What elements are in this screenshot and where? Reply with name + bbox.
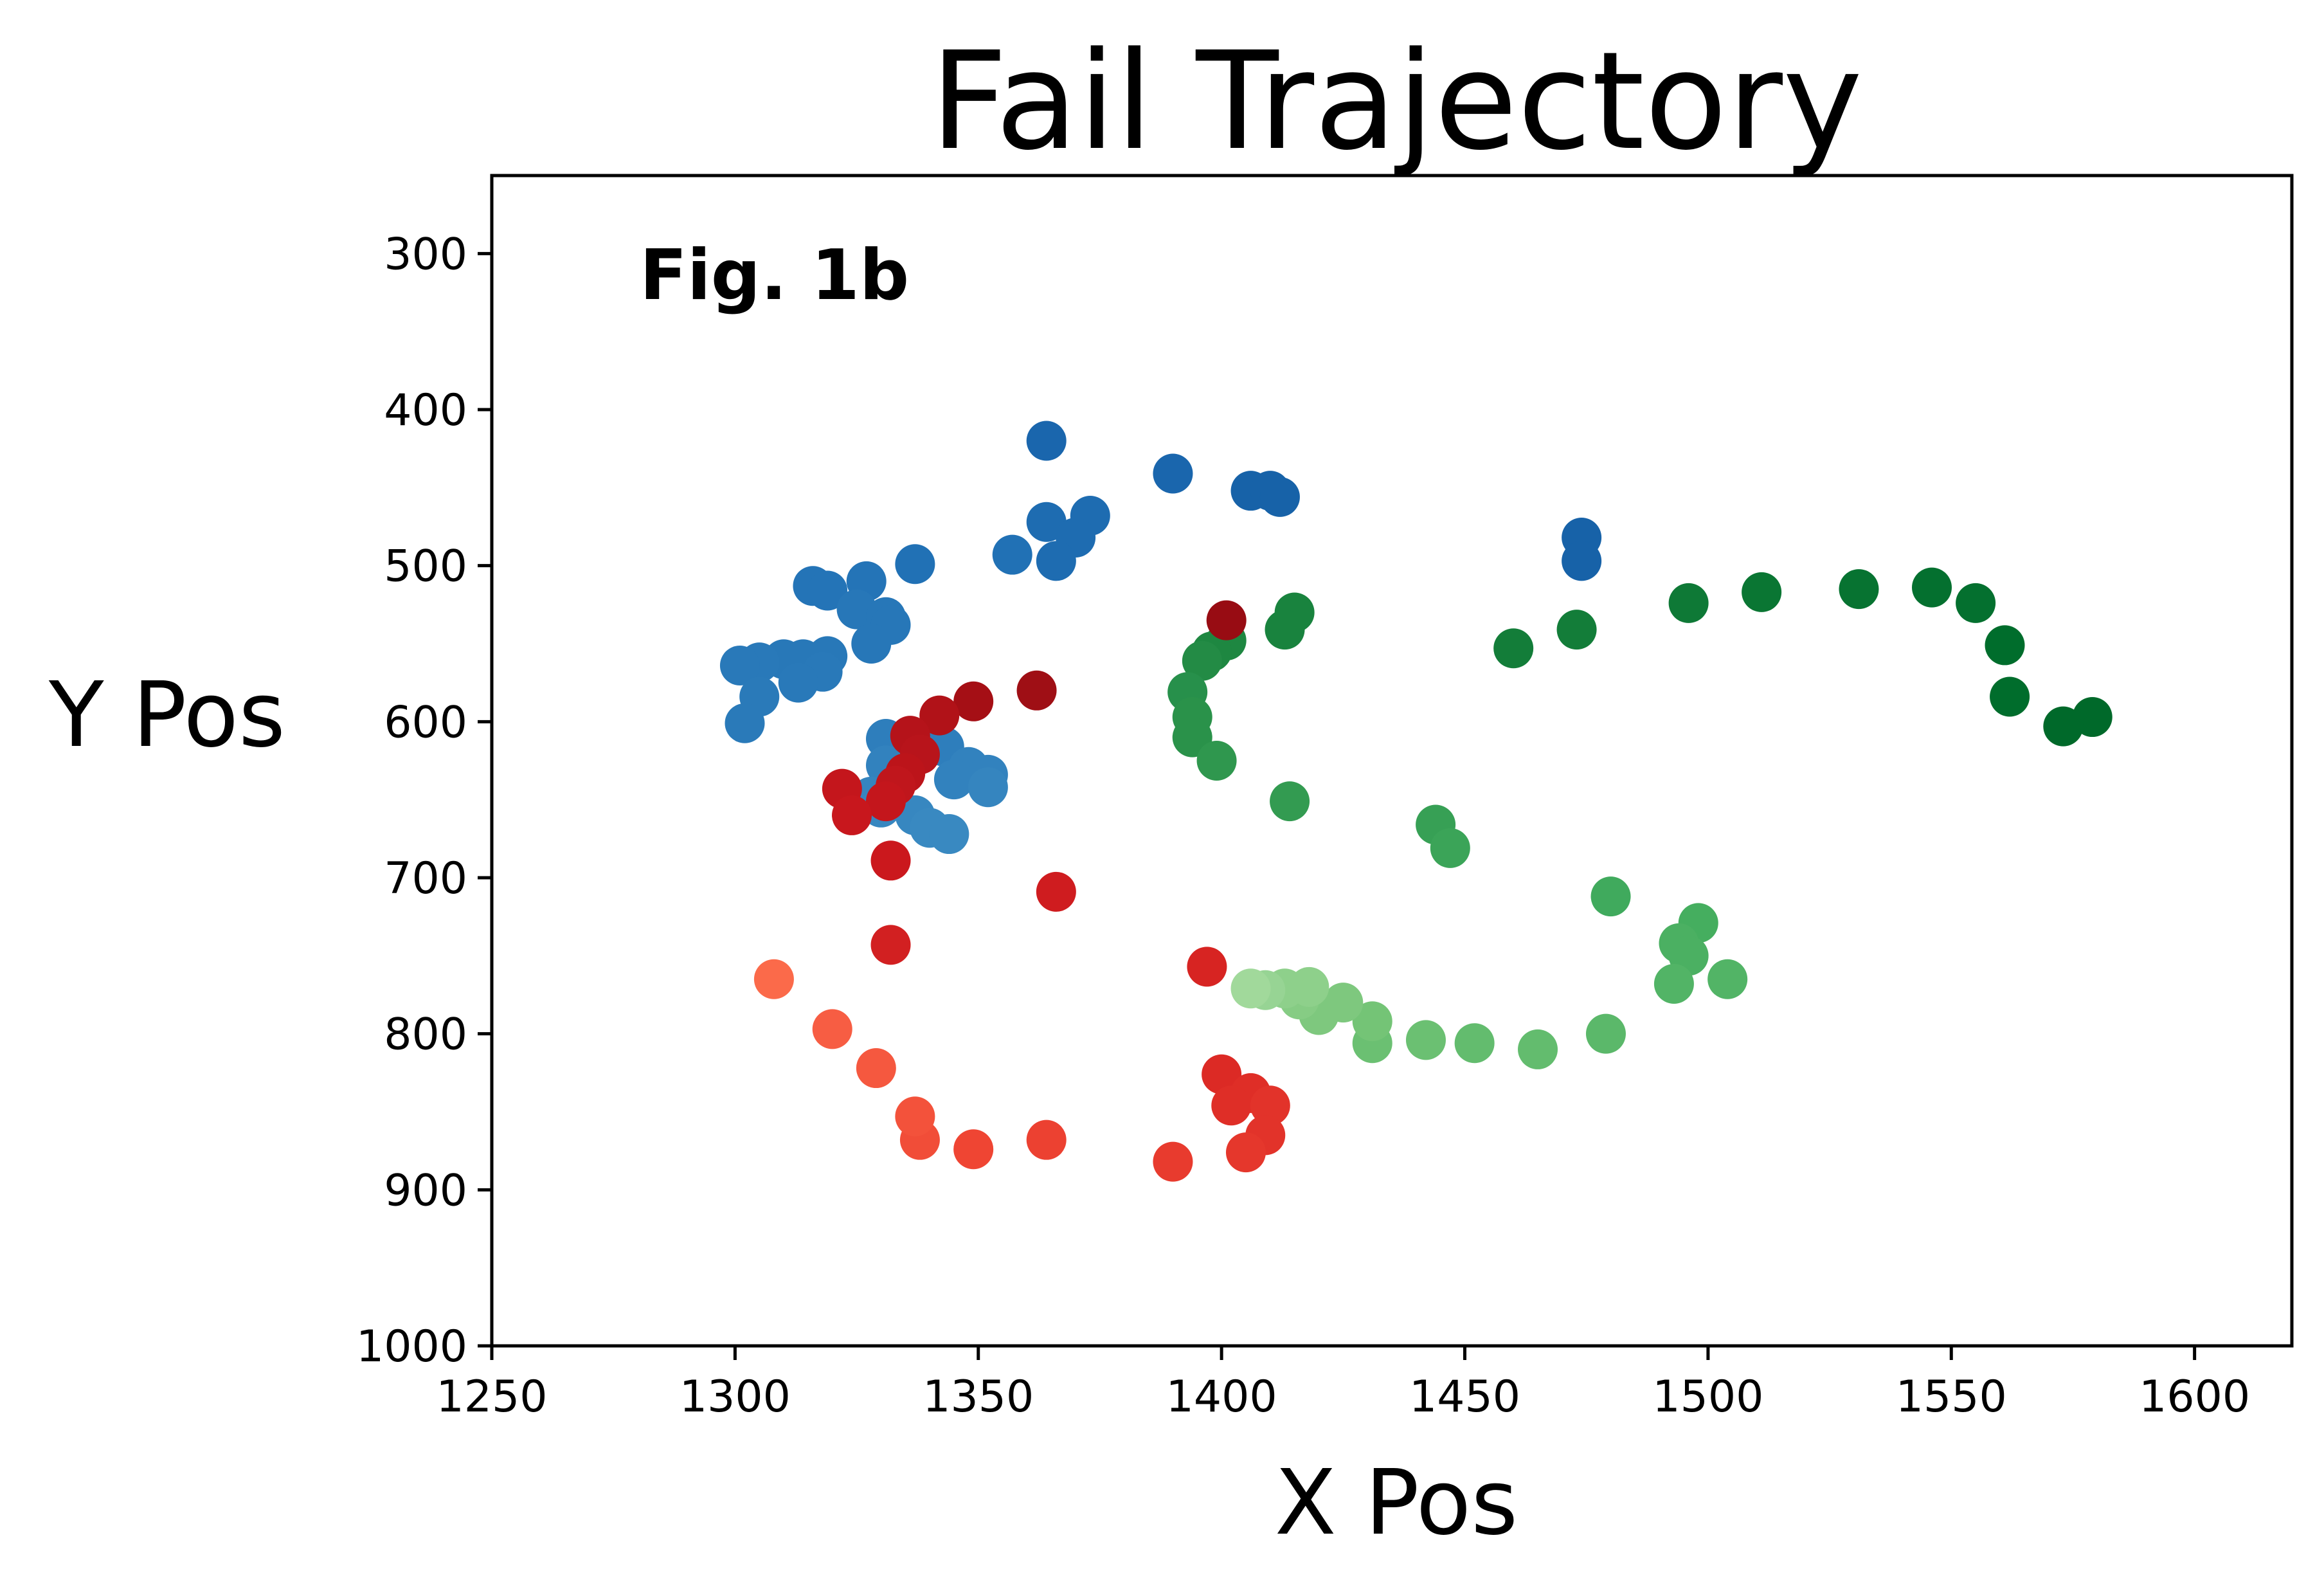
data-point	[1202, 1054, 1242, 1094]
data-point	[1590, 876, 1631, 917]
data-point	[865, 781, 906, 822]
data-point	[895, 544, 935, 585]
data-point	[1026, 502, 1067, 542]
plot-frame	[490, 174, 2294, 1348]
y-axis-label: Y Pos	[48, 663, 285, 768]
data-point	[1585, 1013, 1626, 1054]
data-point	[953, 1129, 994, 1170]
data-point	[1250, 1085, 1290, 1126]
data-point	[929, 814, 969, 855]
data-point	[1196, 741, 1237, 781]
data-point	[1153, 453, 1193, 494]
data-point	[725, 703, 765, 743]
data-point	[1562, 541, 1602, 581]
y-tick-label: 1000	[356, 1321, 467, 1372]
data-point	[719, 645, 760, 685]
data-point	[856, 1048, 896, 1089]
data-point	[870, 840, 911, 881]
data-point	[1990, 676, 2030, 717]
data-point	[1016, 670, 1057, 711]
data-point	[1556, 610, 1597, 650]
x-tick-label: 1600	[2139, 1372, 2250, 1422]
y-tick-label: 800	[384, 1010, 467, 1060]
data-point	[933, 759, 974, 800]
data-point	[1430, 828, 1470, 868]
y-tick-label: 700	[384, 853, 467, 904]
chart-title: Fail Trajectory	[930, 23, 1863, 180]
data-point	[812, 1009, 852, 1049]
series-reds	[753, 600, 1290, 1182]
data-point	[1405, 1020, 1446, 1060]
data-point	[1742, 572, 1782, 612]
y-tick-label: 900	[384, 1165, 467, 1216]
x-tick-label: 1450	[1409, 1372, 1520, 1422]
data-point	[778, 662, 818, 703]
data-point	[895, 1096, 935, 1137]
data-point	[807, 570, 848, 611]
data-point	[1265, 610, 1305, 650]
data-point	[1493, 628, 1534, 669]
x-tick-label: 1500	[1652, 1372, 1763, 1422]
data-point	[1839, 569, 1879, 610]
data-point	[753, 959, 794, 999]
data-point	[1206, 600, 1247, 640]
y-tick-label: 500	[384, 541, 467, 592]
data-point	[1259, 476, 1300, 517]
data-point	[968, 767, 1008, 808]
data-point	[870, 925, 911, 965]
data-point	[1153, 1141, 1193, 1182]
data-point	[1270, 781, 1310, 822]
y-tick-label: 300	[384, 229, 467, 280]
axis-ticks: 1250 1300 1350 1400 1450 1500 1550 1600 300 400 50…	[356, 229, 2250, 1422]
data-point	[1182, 640, 1222, 681]
data-point	[1036, 541, 1076, 581]
data-point	[1211, 1085, 1252, 1126]
y-tick-label: 600	[384, 697, 467, 748]
data-points	[719, 421, 2112, 1182]
series-greens	[1167, 567, 2112, 1069]
x-tick-label: 1250	[436, 1372, 547, 1422]
x-axis-label: X Pos	[1275, 1451, 1518, 1555]
x-tick-label: 1550	[1896, 1372, 2007, 1422]
x-tick-label: 1400	[1166, 1372, 1277, 1422]
data-point	[1026, 421, 1067, 461]
data-point	[1912, 567, 1952, 608]
y-tick-label: 400	[384, 385, 467, 436]
x-tick-label: 1300	[680, 1372, 791, 1422]
data-point	[851, 624, 892, 664]
data-point	[992, 534, 1032, 575]
data-point	[1230, 968, 1271, 1009]
data-point	[953, 681, 994, 721]
data-point	[1454, 1023, 1495, 1064]
data-point	[919, 695, 960, 736]
data-point	[1956, 583, 1996, 623]
data-point	[1187, 947, 1227, 987]
series-blues	[719, 421, 1602, 855]
data-point	[1026, 1120, 1067, 1160]
data-point	[1518, 1029, 1558, 1069]
data-point	[2043, 706, 2084, 747]
data-point	[1036, 871, 1076, 912]
data-point	[1668, 583, 1709, 623]
data-point	[1352, 1001, 1392, 1042]
data-point	[1653, 964, 1694, 1004]
data-point	[1985, 625, 2025, 666]
data-point	[1225, 1132, 1266, 1173]
figure-annotation: Fig. 1b	[640, 235, 909, 316]
x-tick-label: 1350	[923, 1372, 1034, 1422]
data-point	[1707, 959, 1748, 999]
data-point	[832, 795, 872, 835]
